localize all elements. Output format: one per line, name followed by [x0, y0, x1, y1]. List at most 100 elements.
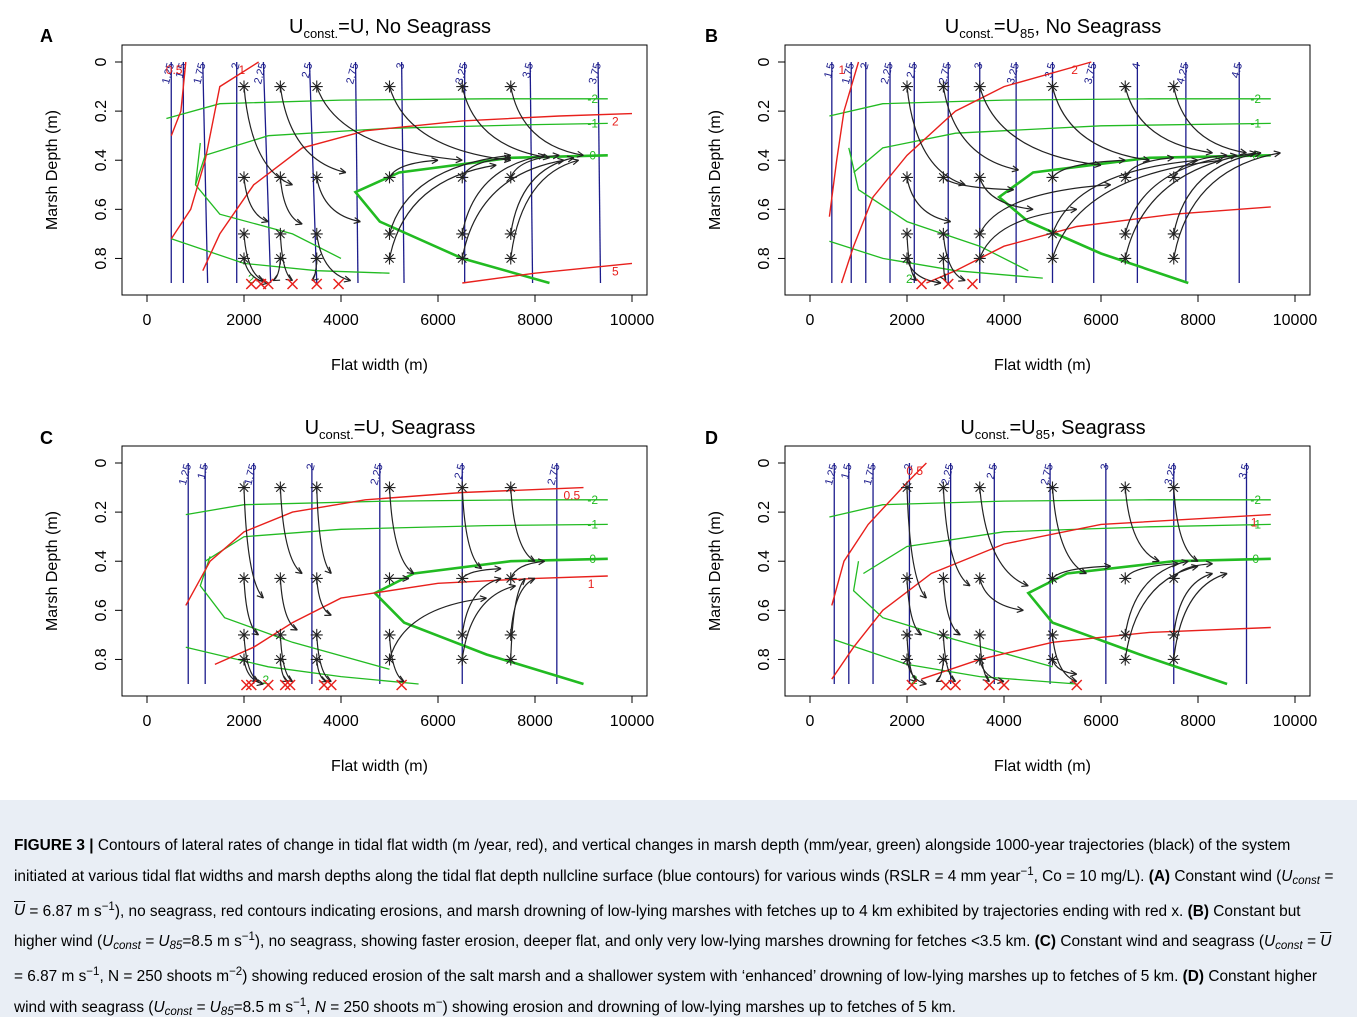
trajectory: [1173, 572, 1228, 660]
trajectory-start-marker: [1046, 80, 1059, 93]
green-contour-label: -2: [587, 493, 598, 507]
trajectory-start-marker: [1119, 171, 1132, 184]
trajectory-start-marker: [901, 171, 913, 184]
trajectory-arrowhead: [1079, 567, 1087, 575]
blue-contour-label: 2: [229, 62, 242, 71]
green-contour: [194, 142, 342, 259]
panel-letter: A: [40, 26, 53, 46]
green-contour: [996, 154, 1271, 285]
x-tick-label: 0: [143, 312, 152, 329]
trajectory: [461, 585, 516, 660]
red-contour-label: 0.5: [906, 464, 923, 478]
trajectory-start-marker: [1046, 171, 1059, 184]
x-tick-label: 10000: [1273, 312, 1318, 329]
trajectory: [461, 86, 550, 159]
blue-contour: [202, 61, 209, 284]
drowned-marker: [240, 679, 252, 691]
trajectory-start-marker: [456, 572, 469, 585]
trajectory-start-marker: [1046, 252, 1059, 265]
trajectory: [316, 634, 332, 683]
trajectory: [279, 634, 293, 683]
blue-contour-label: 2.75: [1039, 463, 1056, 487]
trajectory-arrowhead: [963, 579, 971, 587]
trajectory: [1173, 487, 1199, 562]
trajectory-arrowhead: [324, 566, 332, 575]
trajectory-start-marker: [504, 653, 517, 666]
y-tick-label: 0: [756, 458, 773, 467]
trajectory-start-marker: [1119, 653, 1132, 666]
caption-intro-end: , Co = 10 mg/L).: [1033, 867, 1145, 885]
blue-contour-label: 3.75: [1082, 62, 1099, 86]
trajectory-start-marker: [456, 481, 469, 494]
trajectory: [510, 577, 536, 635]
trajectory-start-marker: [1119, 80, 1132, 93]
trajectory-arrowhead: [1181, 558, 1189, 566]
blue-contour-label: 1.5: [839, 463, 855, 481]
trajectory-arrowhead: [1007, 185, 1014, 194]
trajectory: [510, 577, 526, 660]
y-tick-label: 0.8: [756, 247, 773, 269]
trajectory-start-marker: [937, 572, 950, 585]
trajectory: [461, 577, 502, 635]
blue-contour: [354, 61, 359, 284]
trajectory-arrowhead: [537, 152, 546, 160]
trajectory-arrowhead: [295, 567, 303, 575]
trajectory-arrowhead: [338, 167, 347, 175]
trajectory: [461, 157, 511, 178]
trajectory-arrowhead: [1273, 150, 1281, 158]
y-tick-label: 0: [93, 458, 110, 467]
trajectory-start-marker: [504, 481, 517, 494]
y-tick-label: 0.2: [93, 501, 110, 523]
red-contour: [214, 575, 608, 666]
caption-a-text-2: = 6.87 m s: [25, 902, 102, 920]
green-contour: [829, 98, 1271, 117]
chart-panel-d: D Uconst.=U85, Seagrass 0 2000 4000 6000 8000 1…: [705, 417, 1317, 775]
red-contour: [831, 462, 927, 606]
trajectory-start-marker: [937, 80, 950, 93]
trajectory: [906, 659, 927, 685]
trajectory-arrowhead: [542, 153, 550, 161]
trajectory-start-marker: [1119, 227, 1132, 240]
chart-title: Uconst.=U, Seagrass: [305, 417, 476, 442]
trajectory: [279, 86, 346, 174]
trajectory-arrowhead: [557, 157, 565, 165]
blue-contour-label: 3.5: [1237, 463, 1253, 481]
trajectory-start-marker: [274, 171, 287, 184]
caption-c-text-3: , N = 250 shoots m: [99, 967, 230, 985]
trajectory: [1051, 159, 1223, 259]
green-contour-label: 0: [589, 552, 596, 566]
trajectory-start-marker: [1119, 628, 1132, 641]
trajectory: [1124, 86, 1213, 154]
trajectory-arrowhead: [566, 155, 575, 163]
drowned-marker: [916, 278, 928, 290]
trajectory-arrowhead: [1191, 157, 1199, 165]
caption-d-exp-2: −: [435, 996, 443, 1009]
trajectory-arrowhead: [1104, 562, 1111, 570]
trajectory-start-marker: [310, 628, 323, 641]
trajectory-arrowhead: [508, 583, 516, 591]
red-contour: [828, 61, 860, 217]
trajectory-start-marker: [901, 653, 913, 666]
drowned-marker: [983, 679, 995, 691]
green-contour: [171, 238, 390, 274]
trajectory: [1051, 159, 1199, 235]
x-axis-label: Flat width (m): [994, 357, 1091, 374]
blue-contour-label: 3: [394, 62, 407, 71]
trajectory-start-marker: [238, 80, 250, 93]
blue-contour-label: 2.25: [252, 62, 269, 86]
blue-contour-label: 2: [902, 463, 915, 472]
trajectory-start-marker: [1046, 481, 1059, 494]
trajectory-start-marker: [973, 628, 986, 641]
red-contour-label: 1: [588, 577, 595, 591]
trajectory: [906, 487, 927, 599]
trajectory-start-marker: [274, 481, 287, 494]
trajectory-start-marker: [274, 653, 287, 666]
trajectory-start-marker: [238, 628, 250, 641]
trajectory-start-marker: [238, 227, 250, 240]
trajectory-start-marker: [456, 653, 469, 666]
chart-title: Uconst.=U85, No Seagrass: [945, 16, 1161, 41]
caption-c-text-2: = 6.87 m s: [14, 967, 87, 985]
trajectory-arrowhead: [1191, 564, 1199, 571]
blue-contour-label: 2.25: [939, 463, 956, 487]
trajectory-start-marker: [973, 80, 986, 93]
